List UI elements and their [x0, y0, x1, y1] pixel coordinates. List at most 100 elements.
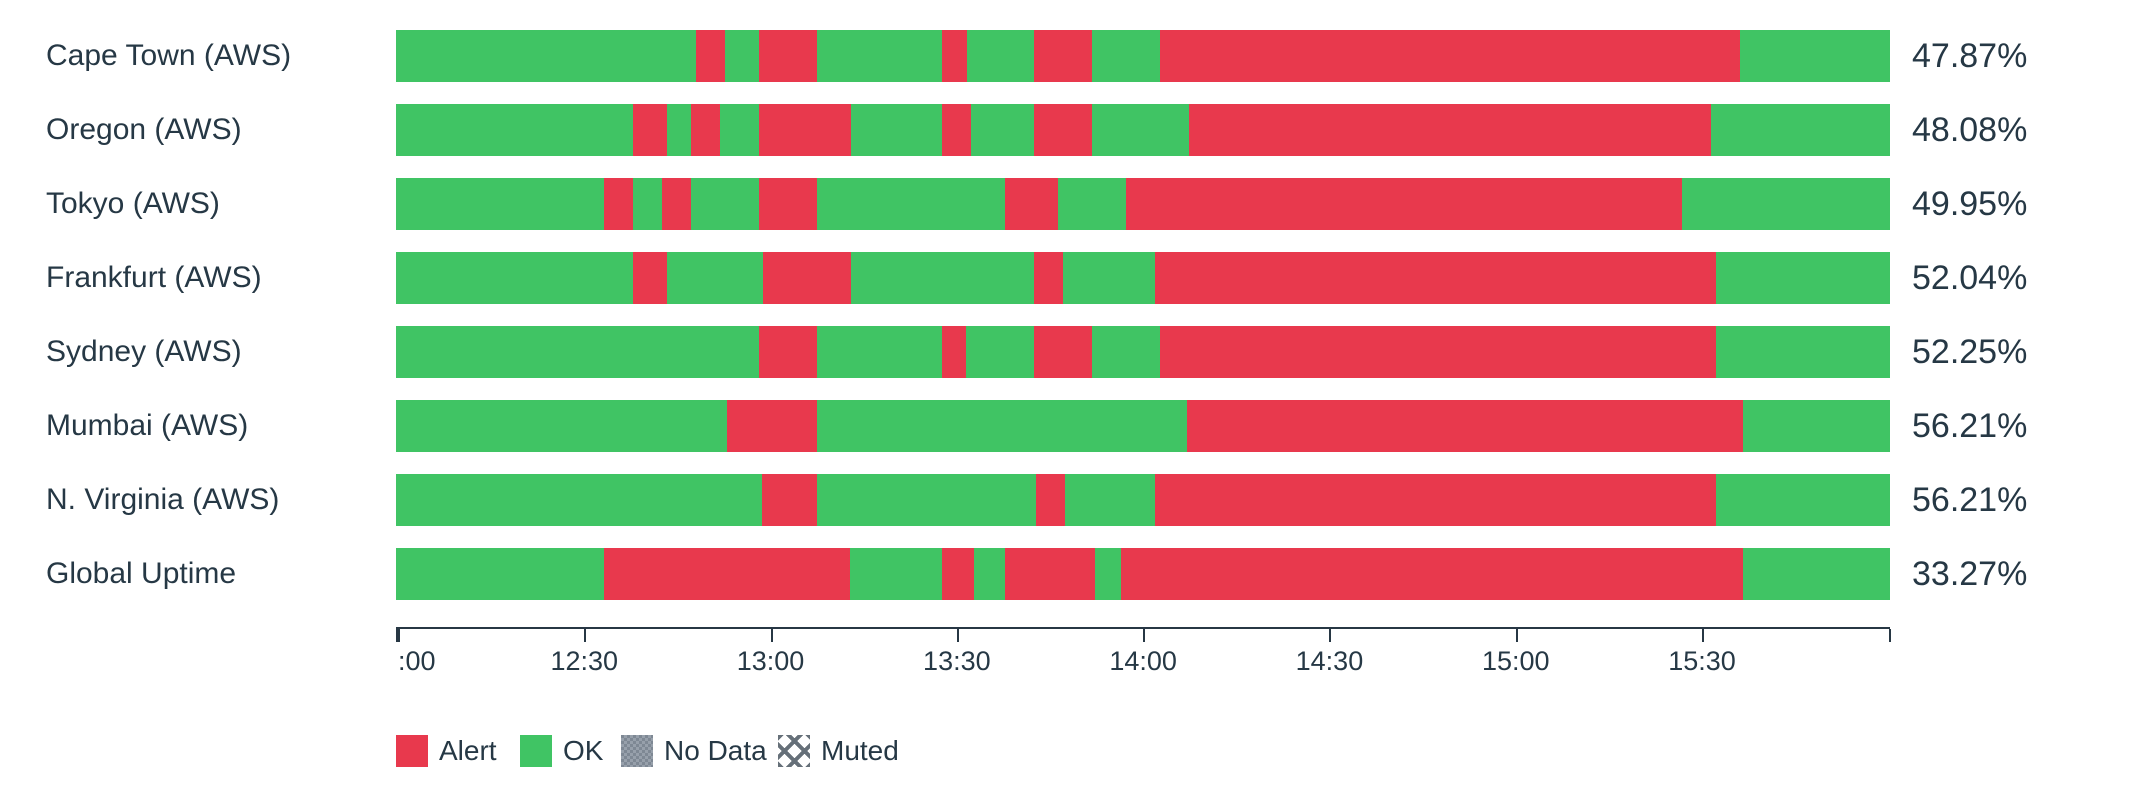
- segment-ok[interactable]: [396, 326, 759, 378]
- segment-alert[interactable]: [1034, 30, 1093, 82]
- segment-alert[interactable]: [1036, 474, 1066, 526]
- segment-ok[interactable]: [974, 548, 1006, 600]
- segment-ok[interactable]: [1682, 178, 1890, 230]
- timeline-row: Global Uptime 33.27%: [0, 548, 2134, 600]
- segment-alert[interactable]: [758, 326, 817, 378]
- legend-item-nodata: No Data: [621, 735, 767, 767]
- segment-alert[interactable]: [603, 178, 633, 230]
- segment-alert[interactable]: [758, 104, 851, 156]
- uptime-value: 56.21%: [1912, 481, 2028, 519]
- status-bar[interactable]: [396, 178, 1890, 230]
- segment-alert[interactable]: [761, 474, 817, 526]
- segment-ok[interactable]: [1743, 400, 1891, 452]
- segment-ok[interactable]: [632, 178, 662, 230]
- segment-ok[interactable]: [690, 178, 759, 230]
- segment-ok[interactable]: [1092, 104, 1189, 156]
- status-bar[interactable]: [396, 474, 1890, 526]
- segment-alert[interactable]: [1155, 474, 1716, 526]
- segment-ok[interactable]: [1715, 326, 1890, 378]
- status-bar[interactable]: [396, 252, 1891, 304]
- segment-alert[interactable]: [1155, 252, 1716, 304]
- segment-ok[interactable]: [816, 400, 1187, 452]
- segment-ok[interactable]: [1715, 474, 1890, 526]
- segment-alert[interactable]: [603, 548, 851, 600]
- segment-ok[interactable]: [971, 104, 1035, 156]
- segment-ok[interactable]: [816, 326, 943, 378]
- row-label: Oregon (AWS): [46, 113, 242, 146]
- status-bar[interactable]: [396, 400, 1891, 452]
- segment-alert[interactable]: [763, 252, 851, 304]
- segment-alert[interactable]: [632, 104, 667, 156]
- axis-tick-label: 12:30: [550, 646, 619, 676]
- segment-alert[interactable]: [1125, 178, 1683, 230]
- segment-alert[interactable]: [942, 548, 975, 600]
- segment-alert[interactable]: [1159, 30, 1741, 82]
- segment-ok[interactable]: [1065, 474, 1156, 526]
- segment-ok[interactable]: [1743, 548, 1890, 600]
- row-label: Mumbai (AWS): [46, 409, 249, 442]
- segment-ok[interactable]: [966, 326, 1035, 378]
- segment-alert[interactable]: [695, 30, 725, 82]
- segment-ok[interactable]: [1740, 30, 1890, 82]
- segment-alert[interactable]: [942, 30, 967, 82]
- segment-alert[interactable]: [1034, 326, 1093, 378]
- segment-alert[interactable]: [1034, 104, 1093, 156]
- segment-ok[interactable]: [396, 30, 696, 82]
- segment-ok[interactable]: [396, 178, 604, 230]
- segment-alert[interactable]: [661, 178, 691, 230]
- segment-alert[interactable]: [632, 252, 667, 304]
- row-label: Cape Town (AWS): [46, 39, 292, 72]
- segment-alert[interactable]: [1005, 548, 1096, 600]
- legend-swatch-ok: [520, 735, 552, 767]
- segment-ok[interactable]: [1063, 252, 1156, 304]
- axis-tick: [584, 629, 587, 642]
- segment-ok[interactable]: [966, 30, 1035, 82]
- segment-alert[interactable]: [758, 30, 817, 82]
- axis-tick-label: 14:30: [1295, 646, 1364, 676]
- status-bar[interactable]: [396, 548, 1890, 600]
- segment-alert[interactable]: [1005, 178, 1059, 230]
- row-label: Tokyo (AWS): [46, 187, 220, 220]
- segment-ok[interactable]: [1715, 252, 1891, 304]
- segment-ok[interactable]: [850, 104, 943, 156]
- segment-ok[interactable]: [396, 548, 604, 600]
- segment-ok[interactable]: [396, 400, 727, 452]
- segment-alert[interactable]: [691, 104, 721, 156]
- timeline-row: Tokyo (AWS) 49.95%: [0, 178, 2134, 230]
- timeline-row: Mumbai (AWS) 56.21%: [0, 400, 2134, 452]
- segment-alert[interactable]: [1159, 326, 1716, 378]
- segment-alert[interactable]: [1188, 104, 1712, 156]
- status-bar[interactable]: [396, 30, 1890, 82]
- segment-ok[interactable]: [850, 252, 1035, 304]
- segment-ok[interactable]: [850, 548, 943, 600]
- segment-ok[interactable]: [396, 104, 633, 156]
- axis-tick: [397, 629, 400, 642]
- segment-ok[interactable]: [396, 474, 762, 526]
- axis-tick: [1143, 629, 1146, 642]
- segment-alert[interactable]: [758, 178, 817, 230]
- segment-alert[interactable]: [1121, 548, 1743, 600]
- segment-alert[interactable]: [942, 104, 972, 156]
- segment-ok[interactable]: [720, 104, 759, 156]
- status-bar[interactable]: [396, 104, 1890, 156]
- segment-alert[interactable]: [1187, 400, 1744, 452]
- segment-ok[interactable]: [1058, 178, 1126, 230]
- segment-ok[interactable]: [816, 474, 1037, 526]
- legend-item-ok: OK: [520, 735, 603, 767]
- segment-ok[interactable]: [396, 252, 633, 304]
- segment-ok[interactable]: [1092, 326, 1160, 378]
- uptime-value: 52.04%: [1912, 259, 2028, 297]
- segment-ok[interactable]: [1092, 30, 1160, 82]
- segment-ok[interactable]: [666, 104, 692, 156]
- segment-alert[interactable]: [726, 400, 817, 452]
- status-bar[interactable]: [396, 326, 1890, 378]
- segment-ok[interactable]: [816, 30, 943, 82]
- segment-alert[interactable]: [942, 326, 967, 378]
- segment-ok[interactable]: [1711, 104, 1890, 156]
- segment-ok[interactable]: [724, 30, 759, 82]
- segment-ok[interactable]: [666, 252, 764, 304]
- segment-alert[interactable]: [1034, 252, 1064, 304]
- segment-ok[interactable]: [816, 178, 1006, 230]
- segment-ok[interactable]: [1095, 548, 1122, 600]
- row-label: Frankfurt (AWS): [46, 261, 262, 294]
